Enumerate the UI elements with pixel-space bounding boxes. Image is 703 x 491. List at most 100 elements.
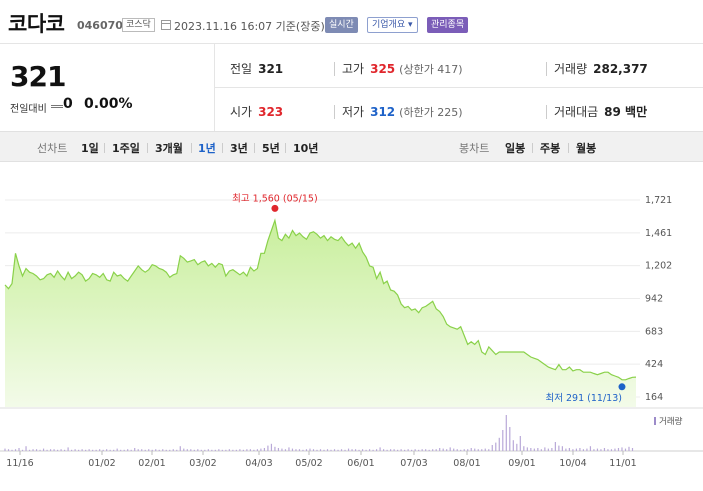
divider bbox=[546, 105, 547, 119]
volume-bar bbox=[141, 449, 143, 451]
divider bbox=[285, 143, 286, 153]
volume-bar bbox=[256, 449, 258, 451]
volume-bar bbox=[460, 449, 462, 451]
volume-bar bbox=[158, 449, 160, 451]
volume-bar bbox=[99, 449, 101, 451]
x-tick-label: 02/01 bbox=[138, 458, 165, 469]
volume-bar bbox=[295, 449, 297, 451]
volume-bar bbox=[631, 448, 634, 451]
volume-bar bbox=[463, 449, 465, 451]
volume-bar bbox=[176, 449, 178, 451]
volume-bar bbox=[365, 449, 367, 451]
x-tick-label: 05/02 bbox=[295, 458, 322, 469]
volume-bar bbox=[253, 449, 255, 451]
timestamp: 2023.11.16 16:07 기준(장중) bbox=[174, 20, 325, 33]
volume-bar bbox=[411, 449, 413, 451]
volume-bar bbox=[572, 449, 574, 451]
volume-bar bbox=[477, 449, 479, 451]
volume-bar bbox=[319, 449, 322, 451]
x-tick-label: 11/01 bbox=[609, 458, 636, 469]
y-tick-label: 1,202 bbox=[645, 261, 672, 272]
volume-bar bbox=[533, 448, 535, 451]
volume-bar bbox=[481, 449, 483, 451]
divider bbox=[191, 143, 192, 153]
price-line bbox=[4, 218, 637, 381]
period-1y[interactable]: 1년 bbox=[198, 142, 216, 155]
volume-bar bbox=[28, 449, 31, 451]
volume-bar bbox=[526, 447, 528, 451]
volume-bar bbox=[81, 449, 83, 451]
realtime-button[interactable]: 실시간 bbox=[325, 17, 358, 33]
volume-bar bbox=[277, 448, 280, 451]
price-area bbox=[5, 220, 636, 407]
candle-monthly[interactable]: 월봉 bbox=[576, 142, 597, 155]
volume-bar bbox=[582, 449, 585, 451]
volume-bar bbox=[183, 448, 185, 451]
period-3m[interactable]: 3개월 bbox=[155, 142, 183, 155]
volume-bar bbox=[88, 449, 90, 451]
volume-bar bbox=[330, 449, 332, 451]
volume-bar bbox=[354, 449, 357, 451]
volume-bar bbox=[186, 449, 188, 451]
volume-bar bbox=[383, 449, 385, 451]
volume-bar bbox=[316, 449, 318, 451]
managed-stock-badge[interactable]: 관리종목 bbox=[427, 17, 469, 33]
open-cell: 시가 323 bbox=[230, 103, 283, 120]
price-summary: 321 전일대비 0 0.00% 전일 321 고가 325 (상한가 417) 거래… bbox=[0, 44, 703, 131]
x-tick-label: 03/02 bbox=[189, 458, 216, 469]
volume-bar bbox=[600, 449, 602, 451]
period-1d[interactable]: 1일 bbox=[81, 142, 99, 155]
price-chart: 1,721 1,461 1,202 942 683 424 164 11/16 01/02 02… bbox=[0, 193, 703, 469]
volume-bar bbox=[67, 447, 69, 451]
y-tick-label: 1,461 bbox=[645, 228, 672, 239]
period-1w[interactable]: 1주일 bbox=[112, 142, 140, 155]
volume-bar bbox=[288, 447, 290, 451]
volume-bar bbox=[439, 448, 441, 451]
divider bbox=[147, 143, 148, 153]
volume-bar bbox=[351, 449, 353, 451]
x-tick-label: 06/01 bbox=[347, 458, 374, 469]
volume-bar bbox=[221, 449, 223, 451]
period-5y[interactable]: 5년 bbox=[262, 142, 280, 155]
volume-bar bbox=[127, 449, 129, 451]
volume-bar bbox=[375, 449, 378, 451]
volume-bar bbox=[337, 449, 339, 451]
volume-bar bbox=[106, 449, 108, 451]
current-price: 321 bbox=[10, 60, 66, 93]
volume-bar bbox=[505, 415, 507, 451]
market-badge: 코스닥 bbox=[122, 18, 155, 32]
volume-bar bbox=[340, 449, 343, 451]
volume-bar bbox=[155, 449, 157, 451]
volume-bar bbox=[7, 449, 10, 451]
volume-label: 거래량 bbox=[554, 62, 588, 76]
volume-bar bbox=[144, 449, 146, 451]
candle-daily[interactable]: 일봉 bbox=[505, 142, 526, 155]
volume-bar bbox=[172, 449, 174, 451]
volume-bar bbox=[435, 449, 437, 451]
volume-bar bbox=[368, 449, 371, 451]
y-tick-label: 683 bbox=[645, 326, 663, 337]
company-overview-dropdown[interactable]: 기업개요 ▾ bbox=[367, 17, 418, 33]
volume-bar bbox=[603, 448, 606, 451]
volume-bar bbox=[228, 449, 230, 451]
chart-toolbar: 선차트 1일 1주일 3개월 1년 3년 5년 10년 봉차트 일봉 주봉 월봉 bbox=[0, 131, 703, 162]
volume-legend-swatch bbox=[654, 417, 656, 425]
volume-bar bbox=[165, 449, 167, 451]
period-3y[interactable]: 3년 bbox=[230, 142, 248, 155]
volume-bar bbox=[390, 449, 392, 451]
volume-bar bbox=[148, 449, 150, 451]
volume-bar bbox=[326, 449, 329, 451]
x-tick-label: 04/03 bbox=[245, 458, 272, 469]
change-value: 0 bbox=[63, 96, 73, 112]
volume-bar bbox=[291, 448, 294, 451]
stock-header: 코다코 046070 코스닥 2023.11.16 16:07 기준(장중) 실… bbox=[0, 0, 703, 44]
high-value: 325 bbox=[370, 62, 396, 76]
volume-bar bbox=[624, 448, 627, 451]
change-percent: 0.00% bbox=[84, 96, 133, 112]
divider bbox=[334, 62, 335, 76]
volume-bar bbox=[610, 449, 613, 451]
y-axis-ticks: 1,721 1,461 1,202 942 683 424 164 bbox=[645, 195, 672, 403]
candle-weekly[interactable]: 주봉 bbox=[540, 142, 561, 155]
x-tick-label: 09/01 bbox=[508, 458, 535, 469]
period-10y[interactable]: 10년 bbox=[293, 142, 319, 155]
